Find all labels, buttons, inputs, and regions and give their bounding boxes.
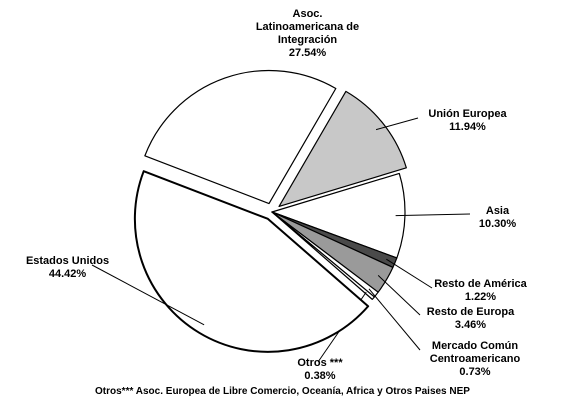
value-label: 0.38% xyxy=(304,370,336,382)
pie-slice xyxy=(278,90,407,208)
slice-label: Asoc. Latinoamericana de Integración 27.5… xyxy=(250,8,365,60)
slice-label: Resto de Europa 3.46% xyxy=(418,306,523,332)
category-label: Estados Unidos xyxy=(25,255,110,267)
category-label: Resto de América xyxy=(434,278,527,290)
value-label: 11.94% xyxy=(449,121,486,133)
leader-line xyxy=(377,275,421,316)
value-label: 44.42% xyxy=(48,268,87,280)
leader-line xyxy=(386,258,433,289)
pie-slice xyxy=(144,69,337,205)
slice-label: Resto de América 1.22% xyxy=(428,278,533,304)
pie-slice xyxy=(271,211,375,300)
value-label: 0.73% xyxy=(459,366,491,378)
slice-label: Asia 10.30% xyxy=(460,205,535,231)
category-label: Asoc. Latinoamericana de Integración xyxy=(255,8,360,46)
value-label: 3.46% xyxy=(454,319,487,331)
slice-label: Mercado Común Centroamericano 0.73% xyxy=(420,340,530,379)
leader-line xyxy=(395,213,471,217)
value-label: 10.30% xyxy=(478,218,517,230)
slice-label: Otros *** 0.38% xyxy=(290,357,350,383)
value-label: 1.22% xyxy=(464,291,497,303)
footnote: Otros*** Asoc. Europea de Libre Comercio… xyxy=(95,386,470,397)
slice-label: Unión Europea 11.94% xyxy=(420,108,515,134)
category-label: Otros *** xyxy=(297,357,343,369)
pie-slice xyxy=(133,170,370,353)
category-label: Asia xyxy=(485,205,510,217)
value-label: 27.54% xyxy=(288,47,327,59)
leader-line xyxy=(91,264,205,326)
leader-line xyxy=(375,117,419,131)
category-label: Mercado Común Centroamericano xyxy=(429,340,521,365)
slice-label: Estados Unidos 44.42% xyxy=(20,255,115,281)
category-label: Resto de Europa xyxy=(426,306,515,318)
leader-line xyxy=(368,288,421,351)
category-label: Unión Europea xyxy=(428,108,507,120)
